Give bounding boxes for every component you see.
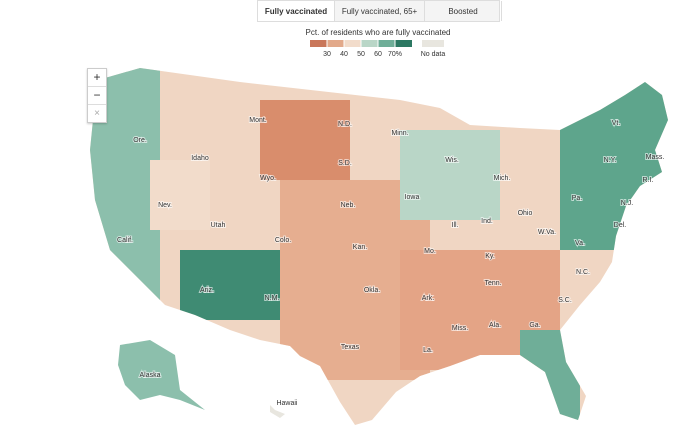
- zoom-button[interactable]: ×: [94, 108, 100, 119]
- no-data-label: No data: [421, 51, 446, 58]
- us-map: [90, 68, 668, 425]
- state-label: Ky.: [485, 253, 495, 260]
- state-label: Pa.: [572, 195, 583, 202]
- state-label: Minn.: [391, 130, 408, 137]
- state-label: Miss.: [452, 325, 468, 332]
- state-label: W.Va.: [538, 229, 556, 236]
- state-label: Neb.: [341, 202, 356, 209]
- state-label: Colo.: [275, 237, 291, 244]
- legend-swatch: [395, 40, 412, 47]
- tab[interactable]: Fully vaccinated: [258, 1, 335, 21]
- legend-swatch: [378, 40, 395, 47]
- legend-swatch: [310, 40, 327, 47]
- state-label: Mont.: [249, 117, 267, 124]
- state-label: S.D.: [338, 160, 352, 167]
- state-label: Idaho: [191, 155, 209, 162]
- state-label: Wis.: [445, 157, 459, 164]
- tab-bar: Fully vaccinated Fully vaccinated, 65+ Boo…: [257, 0, 502, 22]
- state-label: Mass.: [646, 154, 665, 161]
- state-label: Hawaii: [276, 400, 297, 407]
- state-label: Okla.: [364, 287, 380, 294]
- legend-title: Pct. of residents who are fully vaccinat…: [306, 28, 451, 37]
- hawaii: [270, 405, 285, 418]
- tab[interactable]: Fully vaccinated, 65+: [335, 1, 425, 21]
- legend-swatch: [327, 40, 344, 47]
- legend-swatch: [361, 40, 378, 47]
- state-label: N.M.: [265, 295, 280, 302]
- state-label: Nev.: [158, 202, 172, 209]
- legend-tick-label: 50: [357, 51, 365, 58]
- state-label: Utah: [211, 222, 226, 229]
- state-label: S.C.: [558, 297, 572, 304]
- state-label: Mo.: [424, 248, 436, 255]
- state-label: Texas: [341, 344, 360, 351]
- state-label: Calif.: [117, 237, 133, 244]
- state-label: Ore.: [133, 137, 147, 144]
- state-label: Ill.: [452, 222, 459, 229]
- legend-tick-label: 40: [340, 51, 348, 58]
- state-label: Vt.: [612, 120, 621, 127]
- state-label: N.Y.: [604, 157, 617, 164]
- legend-tick-label: 70%: [388, 51, 402, 58]
- state-label: Kan.: [353, 244, 367, 251]
- state-label: Del.: [614, 222, 627, 229]
- zoom-controls: + − ×: [87, 68, 107, 123]
- zoom-button[interactable]: +: [88, 69, 106, 87]
- tab[interactable]: Boosted: [425, 1, 502, 21]
- state-label: Ariz.: [200, 287, 214, 294]
- state-label: Alaska: [139, 372, 160, 379]
- state-label: R.I.: [643, 177, 654, 184]
- state-label: Ala.: [489, 322, 501, 329]
- state-label: Va.: [575, 240, 585, 247]
- alaska: [118, 340, 205, 410]
- state-label: Wyo.: [260, 175, 276, 182]
- state-label: Ohio: [518, 210, 533, 217]
- state-label: Mich.: [494, 175, 511, 182]
- state-label: N.D.: [338, 121, 352, 128]
- state-label: Ind.: [481, 218, 493, 225]
- state-label: N.C.: [576, 269, 590, 276]
- legend-swatch: [344, 40, 361, 47]
- no-data-swatch: [422, 40, 444, 47]
- state-label: Tenn.: [484, 280, 501, 287]
- state-label: Ark.: [422, 295, 435, 302]
- state-label: Ga.: [529, 322, 540, 329]
- zoom-button[interactable]: −: [88, 87, 106, 105]
- legend-tick-label: 30: [323, 51, 331, 58]
- state-label: N.J.: [621, 200, 634, 207]
- legend-tick-label: 60: [374, 51, 382, 58]
- state-label: La.: [423, 347, 433, 354]
- state-label: Iowa: [405, 194, 420, 201]
